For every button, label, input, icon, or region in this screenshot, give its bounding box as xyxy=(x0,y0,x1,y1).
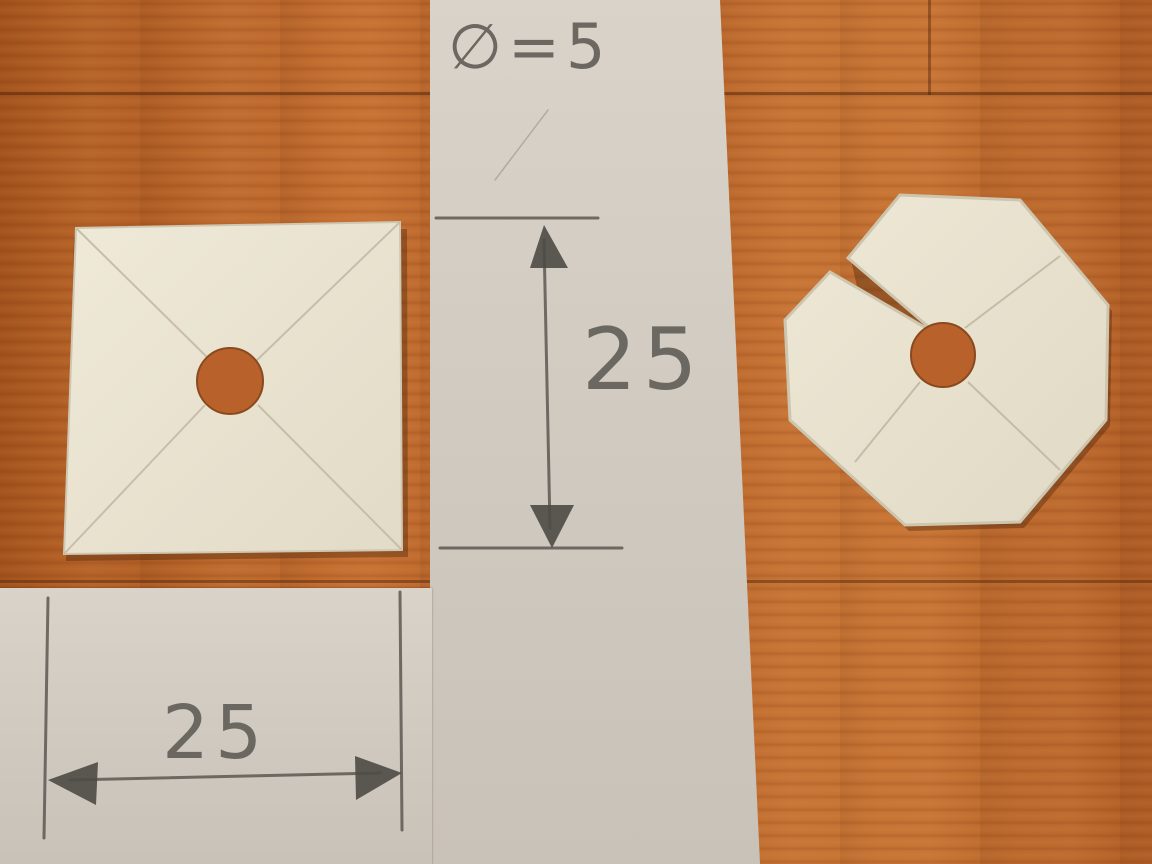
arrowhead xyxy=(530,225,568,268)
arrowhead xyxy=(48,762,98,805)
horizontal-dimension-label: 25 xyxy=(162,690,269,776)
vertical-dimension-label: 25 xyxy=(582,310,704,410)
arrowhead xyxy=(530,505,574,548)
center-hole xyxy=(196,347,264,415)
paper-strip-vertical xyxy=(430,0,760,864)
diameter-label: ∅=5 xyxy=(448,10,612,83)
center-hole xyxy=(910,322,976,388)
arrowhead xyxy=(355,756,402,800)
paper-strip-horizontal xyxy=(0,588,432,864)
plank-seam xyxy=(928,0,931,95)
